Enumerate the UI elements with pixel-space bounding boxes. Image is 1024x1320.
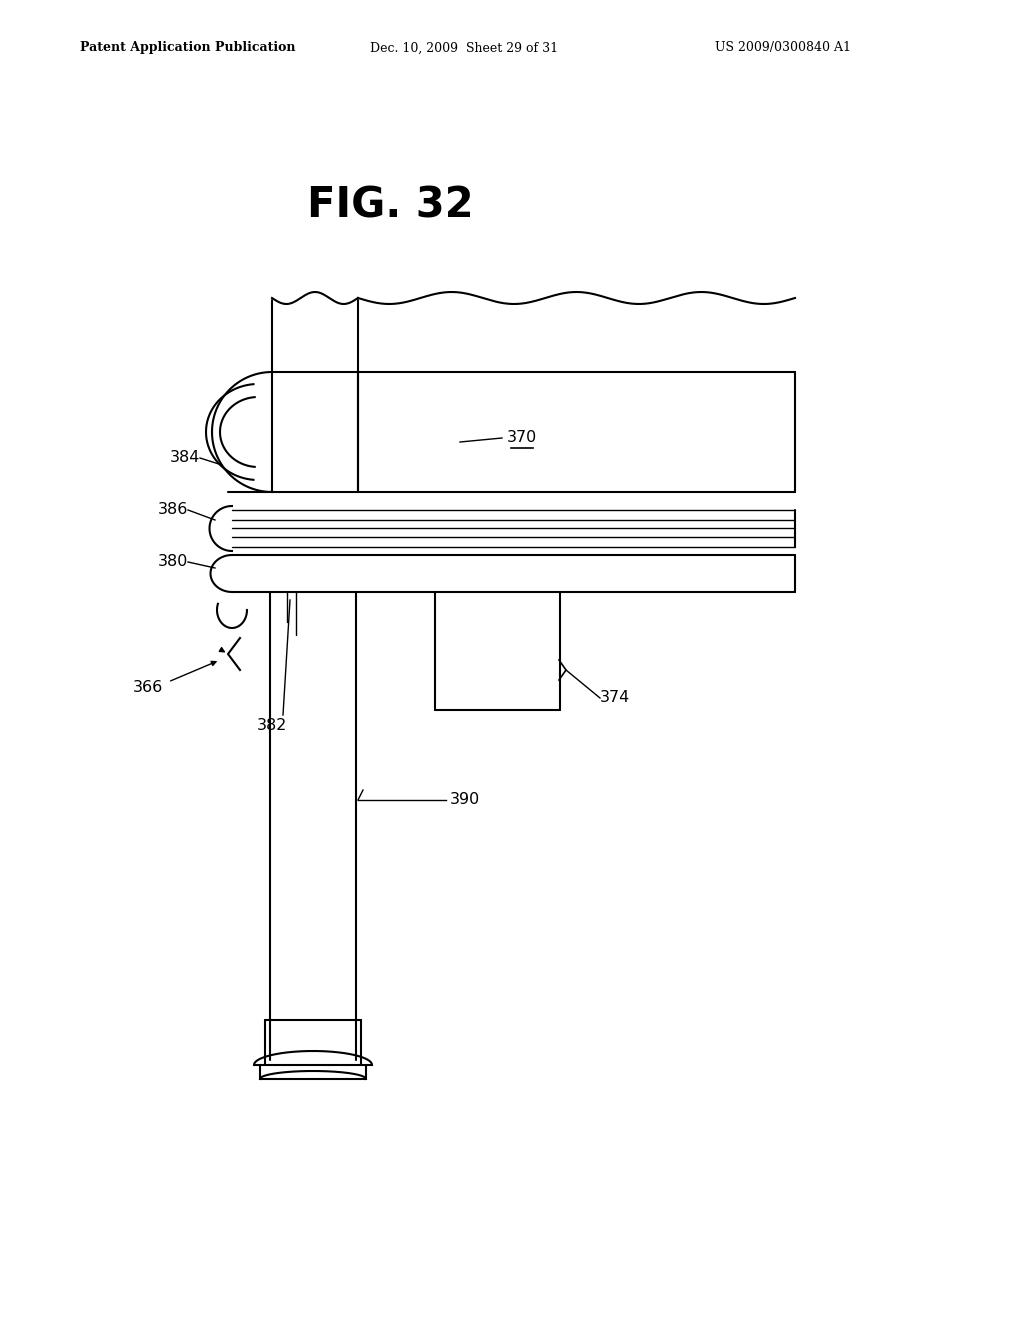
Text: 370: 370	[507, 430, 538, 446]
Text: US 2009/0300840 A1: US 2009/0300840 A1	[715, 41, 851, 54]
Text: Dec. 10, 2009  Sheet 29 of 31: Dec. 10, 2009 Sheet 29 of 31	[370, 41, 558, 54]
Text: 374: 374	[600, 690, 630, 705]
Text: FIG. 32: FIG. 32	[306, 183, 473, 226]
Text: 380: 380	[158, 554, 188, 569]
Text: Patent Application Publication: Patent Application Publication	[80, 41, 296, 54]
Text: 386: 386	[158, 503, 188, 517]
Text: 390: 390	[450, 792, 480, 808]
Text: 366: 366	[133, 681, 163, 696]
Text: 382: 382	[257, 718, 287, 733]
Text: 384: 384	[170, 450, 200, 466]
